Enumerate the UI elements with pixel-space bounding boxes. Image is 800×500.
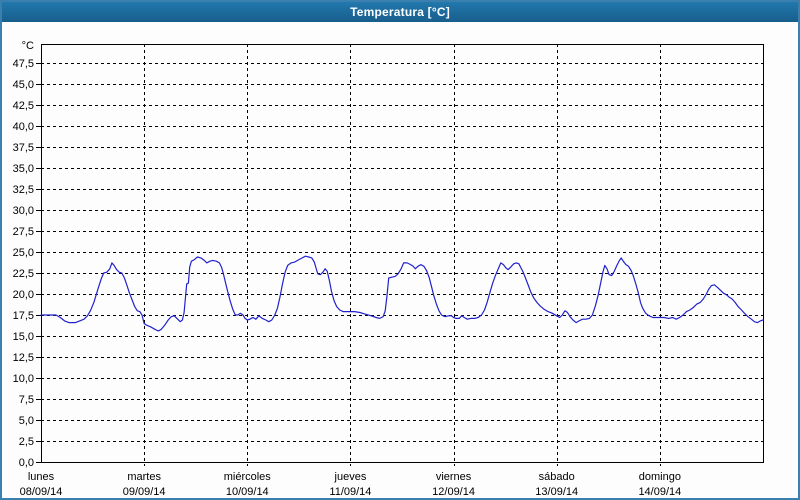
y-tick-label: 0,0 <box>19 457 34 469</box>
axis-ticks <box>36 63 41 463</box>
y-tick-label: 27,5 <box>13 226 34 238</box>
day-date-label: 08/09/14 <box>20 486 63 498</box>
y-tick-label: 25,0 <box>13 247 34 259</box>
y-tick-label: 7,5 <box>19 394 34 406</box>
y-tick-label: 15,0 <box>13 331 34 343</box>
x-axis-labels: lunes 08/09/14 martes 09/09/14 miércoles 10/0… <box>20 471 682 498</box>
y-tick-label: 22,5 <box>13 268 34 280</box>
y-tick-label: 2,5 <box>19 436 34 448</box>
window-title: Temperatura [°C] <box>350 5 450 19</box>
y-tick-label: 47,5 <box>13 58 34 70</box>
title-bar: Temperatura [°C] <box>2 2 798 22</box>
y-tick-label: 17,5 <box>13 310 34 322</box>
day-date-label: 12/09/14 <box>432 486 475 498</box>
y-axis-labels: 0,0 2,5 5,0 7,5 10,0 12,5 15,0 17,5 20,0 22,5 25,0… <box>13 58 34 469</box>
y-tick-label: 45,0 <box>13 79 34 91</box>
day-name-label: miércoles <box>224 471 272 483</box>
day-date-label: 10/09/14 <box>226 486 269 498</box>
y-tick-label: 12,5 <box>13 352 34 364</box>
day-name-label: domingo <box>639 471 681 483</box>
y-tick-label: 5,0 <box>19 415 34 427</box>
y-tick-label: 32,5 <box>13 184 34 196</box>
y-tick-label: 35,0 <box>13 163 34 175</box>
y-tick-label: 10,0 <box>13 373 34 385</box>
y-tick-label: 30,0 <box>13 205 34 217</box>
temperature-line <box>40 255 764 332</box>
plot-frame <box>41 44 764 463</box>
day-name-label: jueves <box>334 471 367 483</box>
day-name-label: lunes <box>28 471 55 483</box>
y-tick-label: 20,0 <box>13 289 34 301</box>
day-date-label: 14/09/14 <box>638 486 681 498</box>
y-tick-label: 37,5 <box>13 142 34 154</box>
day-name-label: viernes <box>436 471 472 483</box>
day-date-label: 11/09/14 <box>329 486 371 498</box>
y-tick-label: 40,0 <box>13 121 34 133</box>
day-date-label: 13/09/14 <box>535 486 578 498</box>
day-date-label: 09/09/14 <box>123 486 166 498</box>
day-name-label: martes <box>127 471 161 483</box>
y-axis-unit: °C <box>22 40 34 52</box>
y-tick-label: 42,5 <box>13 100 34 112</box>
day-name-label: sábado <box>539 471 575 483</box>
gridlines <box>41 44 763 466</box>
